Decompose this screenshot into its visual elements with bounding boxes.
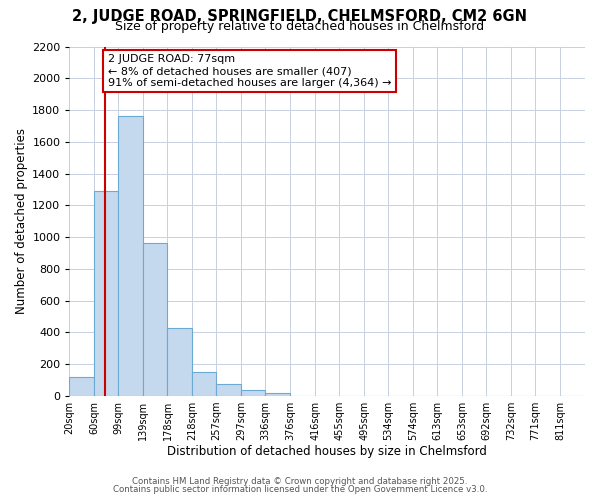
Bar	[241, 390, 265, 396]
Bar	[217, 384, 241, 396]
Text: 2 JUDGE ROAD: 77sqm
← 8% of detached houses are smaller (407)
91% of semi-detach: 2 JUDGE ROAD: 77sqm ← 8% of detached hou…	[108, 54, 391, 88]
Text: Size of property relative to detached houses in Chelmsford: Size of property relative to detached ho…	[115, 20, 485, 33]
Y-axis label: Number of detached properties: Number of detached properties	[15, 128, 28, 314]
Bar	[118, 116, 143, 396]
Text: 2, JUDGE ROAD, SPRINGFIELD, CHELMSFORD, CM2 6GN: 2, JUDGE ROAD, SPRINGFIELD, CHELMSFORD, …	[73, 9, 527, 24]
Bar	[167, 328, 192, 396]
X-axis label: Distribution of detached houses by size in Chelmsford: Distribution of detached houses by size …	[167, 444, 487, 458]
Bar	[192, 372, 217, 396]
Bar	[265, 393, 290, 396]
Bar	[70, 377, 94, 396]
Text: Contains HM Land Registry data © Crown copyright and database right 2025.: Contains HM Land Registry data © Crown c…	[132, 477, 468, 486]
Bar	[143, 244, 167, 396]
Bar	[94, 191, 118, 396]
Text: Contains public sector information licensed under the Open Government Licence v3: Contains public sector information licen…	[113, 485, 487, 494]
